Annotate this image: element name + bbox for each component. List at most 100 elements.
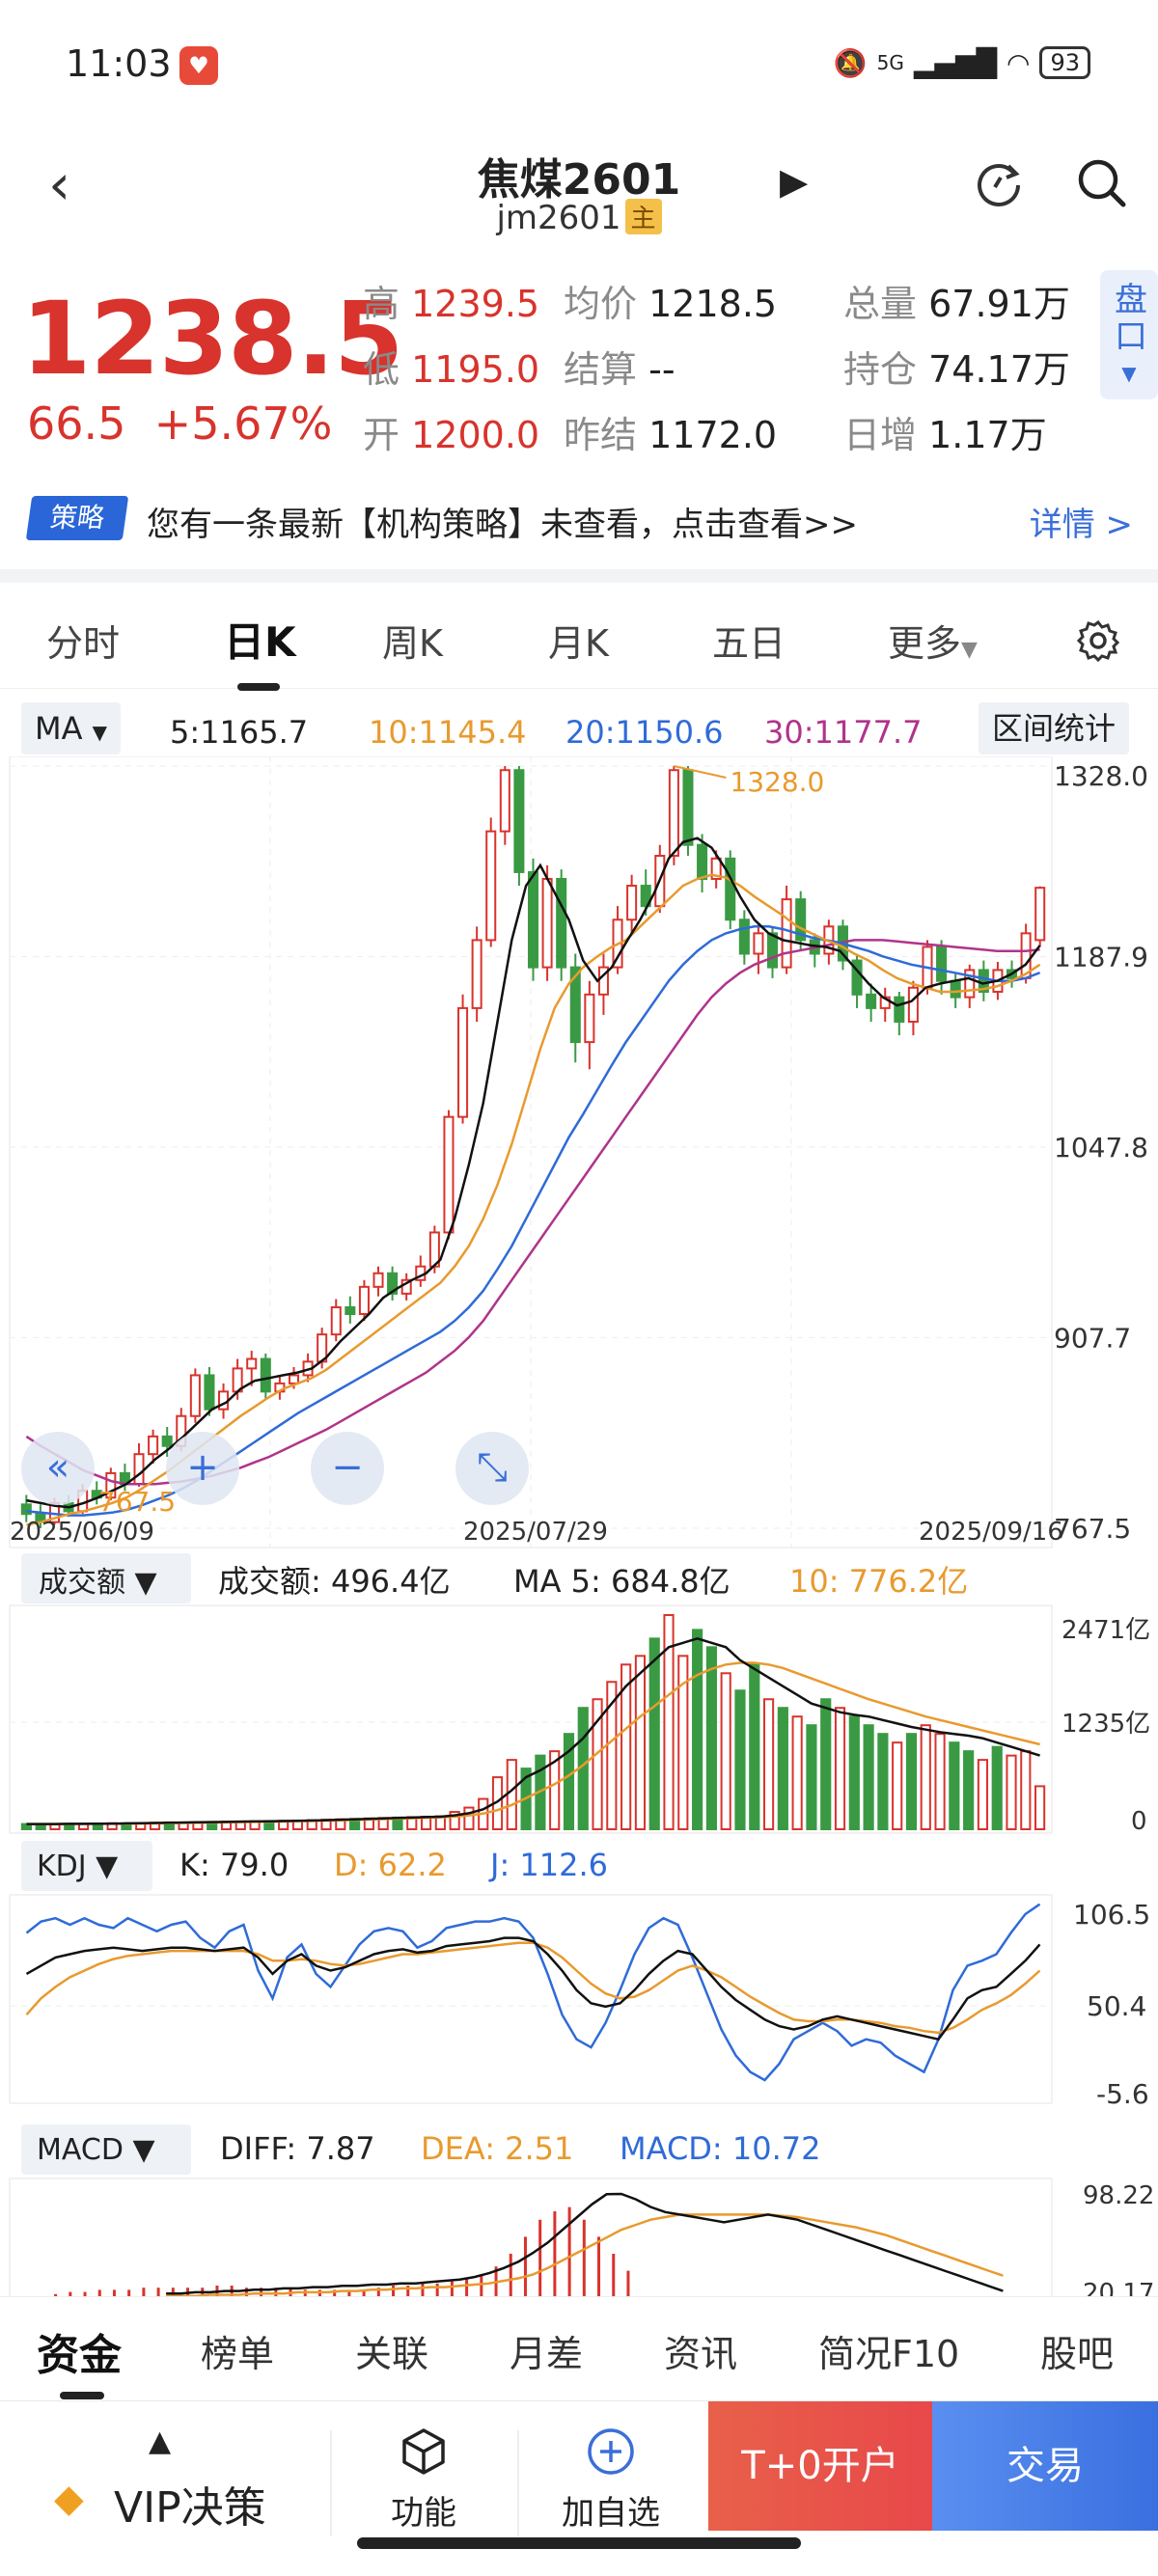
label-settle: 结算 bbox=[564, 348, 638, 391]
tab-more-label: 更多 bbox=[888, 622, 962, 665]
candle bbox=[148, 1435, 159, 1456]
y-tick-label: 98.22 bbox=[1083, 2181, 1154, 2210]
ma-selector[interactable]: MA ▼ bbox=[21, 702, 122, 754]
candle bbox=[457, 1006, 469, 1118]
zoom-in-icon[interactable]: + bbox=[166, 1432, 239, 1505]
volume-bar bbox=[606, 1681, 618, 1830]
vip-decision-button[interactable]: ▲ ◆ VIP决策 bbox=[54, 2425, 305, 2540]
expand-up-icon[interactable]: ▲ bbox=[149, 2425, 172, 2458]
next-contract-icon[interactable]: ▶ bbox=[780, 160, 809, 203]
tab-monthly-k[interactable]: 月K bbox=[548, 622, 609, 665]
kline-chart-area[interactable]: 1328.01187.91047.8907.7767.51328.0767.52… bbox=[0, 756, 1158, 2300]
chart-control-button bbox=[166, 1432, 239, 1505]
btab-f10[interactable]: 简况F10 bbox=[818, 2333, 960, 2375]
candle bbox=[387, 1272, 399, 1295]
battery-icon: 93 bbox=[1039, 46, 1090, 79]
network-label: 5G bbox=[876, 51, 904, 74]
volume-bar bbox=[720, 1672, 731, 1831]
kdj-selector[interactable] bbox=[21, 1841, 152, 1891]
volume-value-label: 成交额: 496.4亿 bbox=[218, 1563, 451, 1600]
function-button[interactable]: 功能 bbox=[351, 2425, 496, 2534]
volume-bar bbox=[648, 1637, 660, 1830]
candle bbox=[471, 939, 482, 1009]
macd-diff-label: DIFF: 7.87 bbox=[220, 2130, 375, 2167]
candle bbox=[372, 1272, 384, 1288]
btab-related[interactable]: 关联 bbox=[355, 2333, 429, 2375]
volume-chart-frame bbox=[9, 1604, 1053, 1834]
scroll-left-icon[interactable]: « bbox=[21, 1432, 95, 1505]
macd-dea-label: DEA: 2.51 bbox=[421, 2130, 573, 2167]
volume-bar bbox=[762, 1698, 775, 1831]
search-icon[interactable] bbox=[1073, 154, 1131, 212]
tab-intraday[interactable]: 分时 bbox=[46, 622, 121, 665]
y-tick-label: 20.17 bbox=[1083, 2279, 1154, 2300]
kdj-k-line bbox=[25, 1936, 1041, 2042]
tab-daily-k[interactable]: 日K bbox=[224, 618, 296, 666]
fullscreen-icon[interactable]: ⤡ bbox=[455, 1432, 529, 1505]
value-low: 1195.0 bbox=[411, 348, 540, 391]
ma-selector-label: MA bbox=[35, 710, 83, 747]
label-high: 高 bbox=[363, 283, 400, 325]
refresh-icon[interactable] bbox=[970, 154, 1028, 212]
btab-forum[interactable]: 股吧 bbox=[1040, 2333, 1115, 2375]
btab-rankings[interactable]: 榜单 bbox=[201, 2333, 275, 2375]
volume-bar bbox=[549, 1750, 561, 1831]
volume-selector[interactable] bbox=[21, 1553, 191, 1603]
back-icon[interactable]: ‹ bbox=[48, 151, 71, 217]
volume-bar bbox=[949, 1741, 960, 1831]
candle bbox=[795, 898, 807, 942]
trade-button[interactable]: 交易 bbox=[932, 2401, 1158, 2531]
candle bbox=[485, 830, 497, 942]
pankou-button[interactable]: 盘口 ▼ bbox=[1100, 270, 1158, 399]
candle bbox=[753, 932, 764, 955]
gear-icon[interactable] bbox=[1075, 617, 1121, 664]
tab-five-day[interactable]: 五日 bbox=[712, 622, 786, 665]
candle bbox=[936, 945, 948, 982]
candle bbox=[133, 1453, 145, 1486]
volume-bar bbox=[563, 1733, 575, 1830]
zoom-out-icon[interactable]: − bbox=[311, 1432, 384, 1505]
ma20-value: 20:1150.6 bbox=[565, 714, 724, 751]
value-daily: 1.17万 bbox=[928, 414, 1047, 456]
candle bbox=[668, 769, 679, 858]
kdj-j-line bbox=[25, 1903, 1041, 2082]
candle bbox=[640, 885, 651, 908]
y-tick-label: 0 bbox=[1131, 1807, 1147, 1836]
high-marker-label: 1328.0 bbox=[730, 766, 824, 798]
label-avg: 均价 bbox=[564, 283, 638, 325]
candle bbox=[851, 959, 863, 996]
y-tick-label: 767.5 bbox=[1054, 1513, 1131, 1545]
strategy-notice[interactable]: 策略 您有一条最新【机构策略】未查看，点击查看>> 详情 > bbox=[0, 482, 1158, 560]
t0-open-account-button[interactable]: T+0开户 bbox=[708, 2401, 932, 2531]
volume-bar bbox=[977, 1759, 989, 1830]
add-watchlist-button[interactable]: 加自选 bbox=[538, 2425, 683, 2534]
range-stats-button[interactable]: 区间统计 bbox=[979, 702, 1130, 754]
high-marker-line bbox=[674, 765, 727, 779]
candle bbox=[513, 769, 525, 873]
volume-bar bbox=[806, 1724, 817, 1830]
macd-selector-bg bbox=[21, 2124, 191, 2175]
macd-selector[interactable] bbox=[21, 2124, 191, 2175]
chart-control-glyph: − bbox=[331, 1445, 364, 1490]
btab-funds[interactable]: 资金 bbox=[37, 2331, 122, 2380]
period-tabs: 分时 日K 周K 月K 五日 更多▼ bbox=[0, 583, 1158, 691]
candle bbox=[330, 1305, 342, 1336]
label-daily: 日增 bbox=[843, 414, 918, 456]
volume-ma10-label: 10: 776.2亿 bbox=[789, 1563, 968, 1600]
value-volume: 67.91万 bbox=[928, 283, 1070, 325]
btab-month-spread[interactable]: 月差 bbox=[510, 2333, 584, 2375]
price-change: 66.5 +5.67% bbox=[27, 397, 332, 450]
status-icons: 🔕 5G ▂▄▆█ ◠ 93 bbox=[834, 39, 1090, 87]
tab-weekly-k[interactable]: 周K bbox=[382, 622, 443, 665]
diamond-icon: ◆ bbox=[54, 2477, 84, 2521]
notice-details-link[interactable]: 详情 > bbox=[1029, 506, 1133, 544]
btab-news[interactable]: 资讯 bbox=[664, 2333, 738, 2375]
tab-more[interactable]: 更多▼ bbox=[888, 614, 978, 667]
page-title: 焦煤2601 bbox=[477, 155, 681, 205]
candle bbox=[246, 1357, 258, 1370]
candle bbox=[20, 1503, 32, 1516]
code-text: jm2601 bbox=[496, 199, 621, 237]
last-price: 1238.5 bbox=[21, 280, 403, 397]
y-tick-label: 106.5 bbox=[1073, 1899, 1150, 1931]
y-tick-label: 50.4 bbox=[1087, 1990, 1146, 2022]
